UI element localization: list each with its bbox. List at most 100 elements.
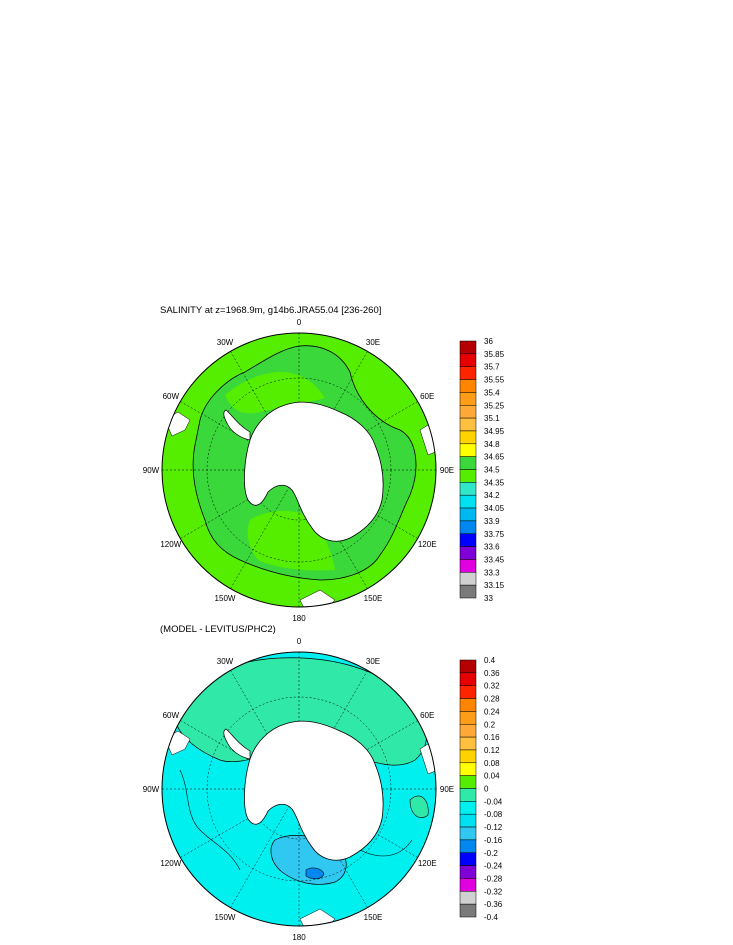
lon-label: 0 bbox=[297, 637, 302, 646]
colorbar-box bbox=[459, 775, 477, 789]
difference-lon-labels: 0 30E 60E 90E 120E 150E 180 150W 120W 90W 60W 30W bbox=[143, 637, 454, 942]
lon-label: 90W bbox=[143, 466, 160, 475]
lon-label: 150E bbox=[364, 913, 383, 922]
colorbar-box bbox=[459, 685, 477, 699]
colorbar-label: -0.32 bbox=[484, 887, 503, 896]
colorbar-label: 0.24 bbox=[484, 707, 500, 716]
colorbar-box bbox=[459, 417, 477, 432]
colorbar-label: 35.7 bbox=[484, 363, 500, 372]
colorbar-box bbox=[459, 801, 477, 815]
colorbar-label: 33 bbox=[484, 594, 493, 603]
colorbar-label: 35.85 bbox=[484, 350, 505, 359]
difference-map bbox=[162, 652, 436, 926]
colorbar-box bbox=[459, 839, 477, 854]
colorbar-label: 33.75 bbox=[484, 530, 505, 539]
colorbar-label: -0.2 bbox=[484, 849, 498, 858]
difference-region-0-to-minus0.04 bbox=[174, 657, 428, 766]
difference-region-0-to-minus0.04 bbox=[409, 795, 429, 819]
colorbar-box bbox=[459, 878, 477, 892]
colorbar-box bbox=[459, 813, 477, 828]
lon-label: 150W bbox=[215, 594, 236, 603]
lon-label: 60W bbox=[163, 711, 180, 720]
colorbar-label: 35.25 bbox=[484, 401, 505, 410]
colorbar-label: 35.4 bbox=[484, 388, 500, 397]
colorbar-box bbox=[459, 494, 477, 509]
lon-label: 150W bbox=[215, 913, 236, 922]
colorbar-label: 0.08 bbox=[484, 759, 500, 768]
lon-label: 180 bbox=[292, 933, 306, 942]
salinity-colorbar: 36 35.85 35.7 35.55 35.4 35.25 35.1 34.95 34.8 34… bbox=[459, 337, 505, 603]
difference-colorbar: 0.4 0.36 0.32 0.28 0.24 0.2 0.16 0.12 0.08 0.04 0 -… bbox=[459, 656, 503, 922]
lon-label: 120E bbox=[418, 540, 437, 549]
salinity-panel: SALINITY at z=1968.9m, g14b6.JRA55.04 [2… bbox=[143, 305, 505, 623]
lon-label: 120W bbox=[160, 540, 181, 549]
lon-label: 60E bbox=[420, 711, 434, 720]
lon-label: 180 bbox=[292, 614, 306, 623]
colorbar-label: 33.45 bbox=[484, 555, 505, 564]
colorbar-box bbox=[459, 724, 477, 738]
colorbar-box bbox=[459, 584, 477, 599]
colorbar-label: 35.55 bbox=[484, 376, 505, 385]
colorbar-box bbox=[459, 698, 477, 712]
colorbar-label: 34.65 bbox=[484, 453, 505, 462]
colorbar-box bbox=[459, 443, 477, 457]
lon-label: 150E bbox=[364, 594, 383, 603]
salinity-title: SALINITY at z=1968.9m, g14b6.JRA55.04 [2… bbox=[160, 305, 381, 316]
colorbar-label: 0.28 bbox=[484, 695, 500, 704]
antarctica-landmass bbox=[244, 720, 384, 861]
colorbar-label: 34.05 bbox=[484, 504, 505, 513]
colorbar-label: 0 bbox=[484, 785, 489, 794]
colorbar-box bbox=[459, 559, 477, 573]
colorbar-label: 0.12 bbox=[484, 746, 500, 755]
difference-region-minus0.16-core bbox=[305, 867, 325, 880]
salinity-map-border bbox=[161, 332, 437, 608]
colorbar-box bbox=[459, 353, 477, 367]
colorbar-label: -0.12 bbox=[484, 823, 503, 832]
colorbar-box bbox=[459, 405, 477, 419]
colorbar-label: -0.04 bbox=[484, 797, 503, 806]
colorbar-box bbox=[459, 392, 477, 406]
colorbar-label: 34.8 bbox=[484, 440, 500, 449]
lon-label: 30E bbox=[366, 338, 380, 347]
colorbar-box bbox=[459, 903, 477, 918]
colorbar-box bbox=[459, 788, 477, 802]
colorbar-box bbox=[459, 456, 477, 470]
colorbar-box bbox=[459, 672, 477, 686]
colorbar-box bbox=[459, 507, 477, 522]
colorbar-label: -0.16 bbox=[484, 836, 503, 845]
colorbar-label: 0.36 bbox=[484, 669, 500, 678]
colorbar-box bbox=[459, 749, 477, 764]
colorbar-label: 34.2 bbox=[484, 491, 500, 500]
lon-label: 30E bbox=[366, 657, 380, 666]
difference-map-border bbox=[161, 651, 437, 927]
colorbar-label: 36 bbox=[484, 337, 493, 346]
colorbar-box bbox=[459, 659, 477, 674]
colorbar-label: 33.9 bbox=[484, 517, 500, 526]
colorbar-label: -0.36 bbox=[484, 900, 503, 909]
colorbar-box bbox=[459, 736, 477, 751]
colorbar-box bbox=[459, 379, 477, 393]
colorbar-label: 35.1 bbox=[484, 414, 500, 423]
colorbar-label: 0.4 bbox=[484, 656, 496, 665]
colorbar-box bbox=[459, 340, 477, 355]
lon-label: 60E bbox=[420, 392, 434, 401]
colorbar-label: 0.32 bbox=[484, 682, 500, 691]
colorbar-box bbox=[459, 482, 477, 496]
colorbar-box bbox=[459, 891, 477, 905]
colorbar-box bbox=[459, 865, 477, 879]
colorbar-box bbox=[459, 533, 477, 547]
colorbar-label: -0.08 bbox=[484, 810, 503, 819]
colorbar-label: -0.28 bbox=[484, 874, 503, 883]
lon-label: 120E bbox=[418, 859, 437, 868]
lon-label: 60W bbox=[163, 392, 180, 401]
colorbar-label: 33.6 bbox=[484, 543, 500, 552]
difference-title: (MODEL - LEVITUS/PHC2) bbox=[160, 624, 276, 635]
colorbar-box bbox=[459, 826, 477, 841]
colorbar-box bbox=[459, 852, 477, 866]
lon-label: 90E bbox=[440, 785, 454, 794]
difference-panel: (MODEL - LEVITUS/PHC2) bbox=[143, 624, 503, 942]
colorbar-box bbox=[459, 572, 477, 586]
colorbar-box bbox=[459, 520, 477, 535]
lon-label: 30W bbox=[217, 338, 234, 347]
